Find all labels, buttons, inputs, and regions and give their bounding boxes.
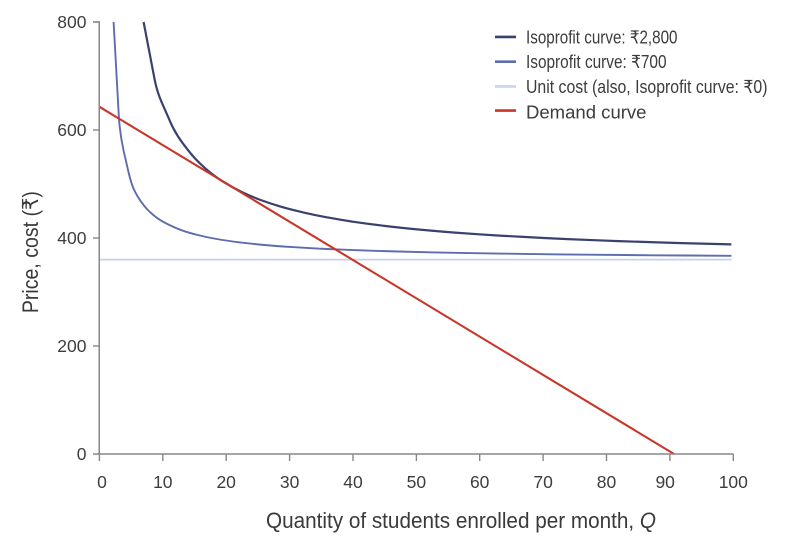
svg-text:Price, cost (₹): Price, cost (₹) xyxy=(18,191,43,313)
svg-text:600: 600 xyxy=(57,120,86,140)
svg-text:Isoprofit curve: ₹2,800: Isoprofit curve: ₹2,800 xyxy=(526,27,678,47)
svg-text:70: 70 xyxy=(533,472,553,492)
svg-text:20: 20 xyxy=(216,472,236,492)
svg-text:40: 40 xyxy=(343,472,363,492)
svg-text:60: 60 xyxy=(470,472,490,492)
svg-text:90: 90 xyxy=(655,472,675,492)
svg-text:Demand curve: Demand curve xyxy=(526,102,647,122)
svg-text:200: 200 xyxy=(57,336,86,356)
svg-text:50: 50 xyxy=(407,472,427,492)
svg-text:30: 30 xyxy=(280,472,300,492)
svg-text:80: 80 xyxy=(597,472,617,492)
svg-text:0: 0 xyxy=(97,472,107,492)
svg-text:Unit cost (also, Isoprofit cur: Unit cost (also, Isoprofit curve: ₹0) xyxy=(526,77,768,97)
svg-text:0: 0 xyxy=(77,444,87,464)
svg-text:100: 100 xyxy=(719,472,748,492)
svg-text:800: 800 xyxy=(57,12,86,32)
svg-text:10: 10 xyxy=(153,472,173,492)
svg-text:Quantity of students enrolled: Quantity of students enrolled per month,… xyxy=(266,508,656,533)
svg-text:Isoprofit curve: ₹700: Isoprofit curve: ₹700 xyxy=(526,52,667,72)
svg-text:400: 400 xyxy=(57,228,86,248)
